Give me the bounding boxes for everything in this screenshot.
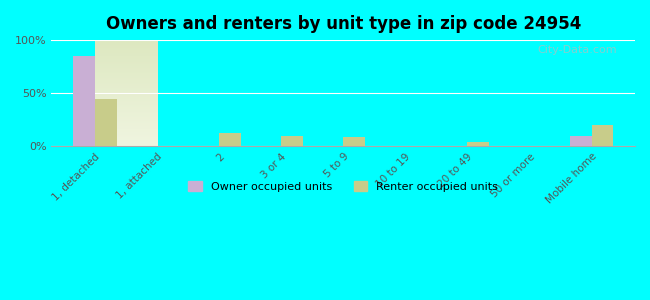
Bar <box>73 56 95 146</box>
Bar <box>467 142 489 146</box>
Title: Owners and renters by unit type in zip code 24954: Owners and renters by unit type in zip c… <box>105 15 581 33</box>
Text: City-Data.com: City-Data.com <box>538 45 618 56</box>
Bar <box>570 136 592 146</box>
Legend: Owner occupied units, Renter occupied units: Owner occupied units, Renter occupied un… <box>184 176 502 196</box>
Bar <box>95 99 116 146</box>
Bar <box>592 125 613 146</box>
Bar <box>281 136 303 146</box>
Bar <box>219 133 240 146</box>
Bar <box>343 137 365 146</box>
